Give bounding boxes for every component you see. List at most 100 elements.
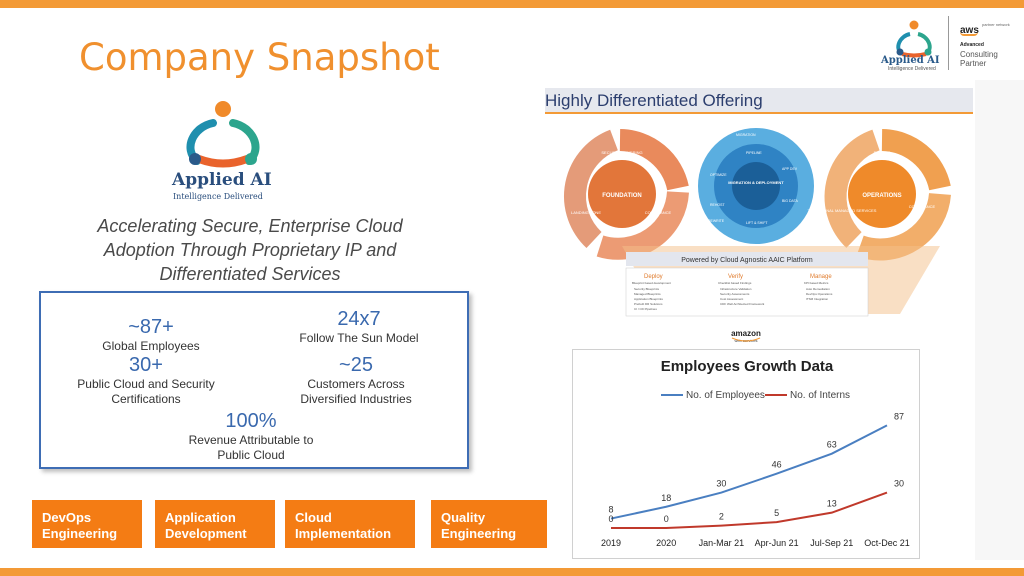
aws-tier: Consulting Partner xyxy=(960,50,998,68)
aws-logo-text: amazon xyxy=(731,329,761,338)
logo-company-name: Applied AI xyxy=(172,170,272,190)
foundation-center-label: FOUNDATION xyxy=(602,193,642,199)
stat-label: Public Cloud and Security Certifications xyxy=(77,377,215,406)
x-tick-label: Jan-Mar 21 xyxy=(699,538,745,548)
platform-column-sub: KPI based Metrics xyxy=(804,281,829,285)
page-title: Company Snapshot xyxy=(79,36,440,79)
legend-label: No. of Interns xyxy=(790,390,850,401)
series-line xyxy=(610,424,888,520)
platform-item: Security Assessments xyxy=(720,292,750,296)
platform-item: CDF Well Architected Framework xyxy=(720,302,765,306)
platform-banner: Powered by Cloud Agnostic AAIC Platform … xyxy=(622,246,940,343)
applied-ai-logo-icon xyxy=(165,97,285,207)
migration-segment-label: BIG DATA xyxy=(782,199,798,203)
offering-heading: Highly Differentiated Offering xyxy=(545,91,763,110)
chart-title: Employees Growth Data xyxy=(660,358,834,375)
stat-label: Follow The Sun Model xyxy=(299,331,419,345)
brand-divider xyxy=(948,16,949,70)
legend-label: No. of Employees xyxy=(686,390,765,401)
brand-name: Applied AI xyxy=(881,55,940,66)
platform-item: Infrastructure Validation xyxy=(720,287,752,291)
stat-value: ~25 xyxy=(339,354,373,376)
migration-segment-label: MIGRATION xyxy=(736,133,756,137)
platform-column-title: Manage xyxy=(810,274,832,280)
service-tile-app-dev: Application Development xyxy=(155,500,275,548)
data-label: 2 xyxy=(719,512,724,522)
offering-diagram: FOUNDATION SECURITY LAYERING COMPLIANCE … xyxy=(560,128,968,350)
stat-value: 24x7 xyxy=(337,308,381,330)
stat-certifications: 30+ Public Cloud and Security Certificat… xyxy=(61,353,231,407)
platform-item: Prebuilt DR Solutions xyxy=(634,302,663,306)
offering-header-bar xyxy=(545,88,973,114)
company-tagline: Accelerating Secure, Enterprise Cloud Ad… xyxy=(97,216,403,284)
platform-item: DevOps Operations xyxy=(806,292,833,296)
stat-employees: ~87+ Global Employees xyxy=(81,315,221,354)
aws-level: Advanced xyxy=(960,42,984,48)
data-label: 63 xyxy=(827,440,837,450)
aws-network-label: partner network xyxy=(982,22,1010,27)
x-tick-label: 2020 xyxy=(656,538,676,548)
applied-ai-small-logo-icon xyxy=(886,18,942,74)
data-label: 0 xyxy=(608,514,613,524)
stat-support-model: 24x7 Follow The Sun Model xyxy=(279,307,439,346)
migration-segment-label: APP DEV xyxy=(782,167,798,171)
stat-value: ~87+ xyxy=(128,316,174,338)
operations-ring: OPERATIONS DEVOPS COMPLIANCE TRADITIONAL… xyxy=(808,129,951,261)
stat-value: 100% xyxy=(225,410,277,432)
stat-label: Global Employees xyxy=(102,339,200,353)
operations-center-label: OPERATIONS xyxy=(862,193,901,199)
operations-segment-label: DEVOPS xyxy=(874,150,891,155)
foundation-segment-label: LANDING ZONE xyxy=(571,210,601,215)
x-tick-label: 2019 xyxy=(601,538,621,548)
platform-item: Managed Blueprints xyxy=(634,292,661,296)
platform-column-sub: Blueprint based development xyxy=(632,281,671,285)
data-label: 8 xyxy=(608,505,613,515)
platform-item: Cost Assessment xyxy=(720,297,743,301)
aws-smile-icon xyxy=(731,337,761,342)
aws-wordmark: aws xyxy=(960,25,979,36)
platform-item: ITSM Integration xyxy=(806,297,829,301)
foundation-segment-label: COMPLIANCE xyxy=(645,210,672,215)
data-label: 5 xyxy=(774,508,779,518)
migration-center-label: MIGRATION & DEPLOYMENT xyxy=(728,180,784,185)
stat-revenue: 100% Revenue Attributable to Public Clou… xyxy=(171,409,331,463)
data-label: 87 xyxy=(894,411,904,421)
operations-segment-label: COMPLIANCE xyxy=(909,204,936,209)
logo-company-tagline: Intelligence Delivered xyxy=(173,192,263,201)
platform-column-title: Verify xyxy=(728,274,743,280)
series-line xyxy=(611,491,888,529)
stat-value: 30+ xyxy=(129,354,163,376)
platform-title: Powered by Cloud Agnostic AAIC Platform xyxy=(681,257,813,264)
chart-canvas: No. of Employees No. of Interns 2019 2020 Ja… xyxy=(601,390,910,548)
bottom-accent-bar xyxy=(0,568,1024,576)
platform-column-sub: Checklist based Findings xyxy=(718,281,752,285)
platform-item: Application Blueprints xyxy=(634,297,663,301)
brand-tagline: Intelligence Delivered xyxy=(888,66,936,72)
foundation-segment-label: SECURITY LAYERING xyxy=(601,150,642,155)
x-tick-label: Apr-Jun 21 xyxy=(755,538,799,548)
data-label: 0 xyxy=(664,514,669,524)
service-tile-quality: Quality Engineering xyxy=(431,500,547,548)
platform-item: Security Blueprints xyxy=(634,287,660,291)
top-accent-bar xyxy=(0,0,1024,8)
migration-segment-label: LIFT & SHIFT xyxy=(746,221,768,225)
data-label: 30 xyxy=(894,479,904,489)
data-label: 18 xyxy=(661,493,671,503)
aws-smile-icon xyxy=(960,32,978,36)
migration-ring: MIGRATION & DEPLOYMENT MIGRATION PIPELIN… xyxy=(698,128,814,244)
stat-label: Customers Across Diversified Industries xyxy=(300,377,412,406)
platform-column-title: Deploy xyxy=(644,274,663,280)
employees-growth-chart: Employees Growth Data No. of Employees No… xyxy=(572,349,920,559)
foundation-ring: FOUNDATION SECURITY LAYERING COMPLIANCE … xyxy=(564,129,689,260)
migration-segment-label: REWRITE xyxy=(708,219,725,223)
service-tile-cloud: Cloud Implementation xyxy=(285,500,415,548)
platform-item: Auto Remediation xyxy=(806,287,830,291)
platform-item: CI / CD Pipelines xyxy=(634,307,657,311)
decorative-wedge xyxy=(975,80,1024,560)
stat-label: Revenue Attributable to Public Cloud xyxy=(188,433,314,462)
stats-panel: ~87+ Global Employees 24x7 Follow The Su… xyxy=(39,291,469,469)
migration-segment-label: PIPELINE xyxy=(746,151,762,155)
data-label: 30 xyxy=(716,479,726,489)
migration-segment-label: REHOST xyxy=(710,203,725,207)
data-label: 13 xyxy=(827,499,837,509)
